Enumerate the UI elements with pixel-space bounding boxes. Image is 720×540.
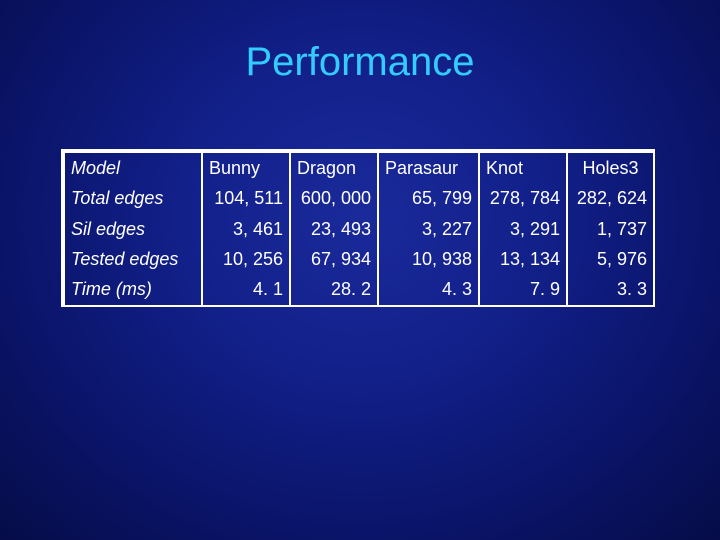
table-cell: 5, 976: [566, 244, 655, 275]
header-cell-parasaur: Parasaur: [377, 151, 480, 184]
table-row: Sil edges 3, 461 23, 493 3, 227 3, 291 1…: [63, 214, 655, 245]
table-cell: 23, 493: [289, 214, 379, 245]
table-cell: 10, 256: [201, 244, 291, 275]
table-cell: 3, 227: [377, 214, 480, 245]
table-cell: 4. 1: [201, 274, 291, 305]
row-label-time: Time (ms): [63, 274, 203, 305]
row-label-sil-edges: Sil edges: [63, 214, 203, 245]
table-cell: 3. 3: [566, 274, 655, 305]
header-cell-holes3: Holes3: [566, 151, 655, 184]
row-label-tested-edges: Tested edges: [63, 244, 203, 275]
table-cell: 13, 134: [478, 244, 568, 275]
table-cell: 28. 2: [289, 274, 379, 305]
table-cell: 67, 934: [289, 244, 379, 275]
table-header-row: Model Bunny Dragon Parasaur Knot Holes3: [63, 151, 655, 184]
table-row: Tested edges 10, 256 67, 934 10, 938 13,…: [63, 244, 655, 275]
header-cell-dragon: Dragon: [289, 151, 379, 184]
row-label-total-edges: Total edges: [63, 183, 203, 215]
table-cell: 278, 784: [478, 183, 568, 215]
table-cell: 4. 3: [377, 274, 480, 305]
table-row: Time (ms) 4. 1 28. 2 4. 3 7. 9 3. 3: [63, 274, 655, 305]
slide-title: Performance: [245, 40, 475, 84]
table-cell: 282, 624: [566, 183, 655, 215]
table-cell: 65, 799: [377, 183, 480, 215]
header-cell-bunny: Bunny: [201, 151, 291, 184]
performance-table: Model Bunny Dragon Parasaur Knot Holes3 …: [61, 149, 655, 307]
header-cell-model: Model: [63, 151, 203, 184]
table-cell: 104, 511: [201, 183, 291, 215]
table-cell: 3, 291: [478, 214, 568, 245]
table-cell: 3, 461: [201, 214, 291, 245]
header-cell-knot: Knot: [478, 151, 568, 184]
table-cell: 1, 737: [566, 214, 655, 245]
table-cell: 10, 938: [377, 244, 480, 275]
table-cell: 7. 9: [478, 274, 568, 305]
table-cell: 600, 000: [289, 183, 379, 215]
table-row: Total edges 104, 511 600, 000 65, 799 27…: [63, 183, 655, 215]
